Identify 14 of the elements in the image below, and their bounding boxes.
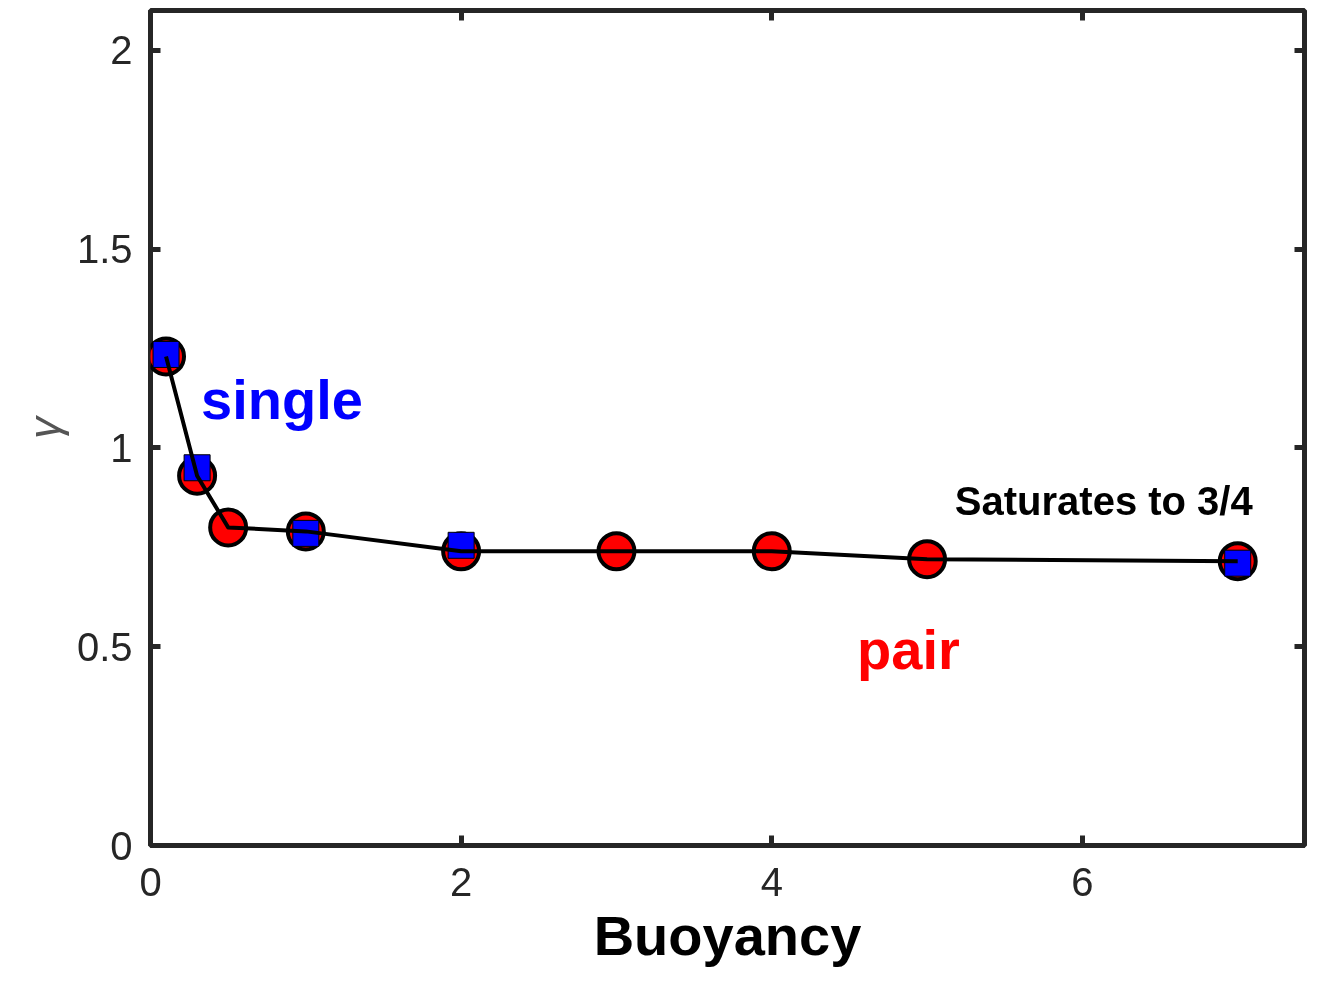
y-tick-label: 0.5: [76, 624, 133, 669]
series-label: single: [201, 367, 363, 431]
y-axis-title: γ: [19, 414, 69, 439]
y-tick-label: 0: [110, 823, 133, 868]
x-tick-label: 0: [139, 859, 162, 904]
y-tick-label: 1: [110, 425, 133, 470]
x-tick-label: 4: [760, 859, 783, 904]
x-tick-label: 2: [450, 859, 473, 904]
y-tick-label: 1.5: [76, 227, 133, 272]
x-axis-title: Buoyancy: [593, 903, 862, 967]
x-tick-label: 6: [1071, 859, 1094, 904]
annotation: Saturates to 3/4: [954, 479, 1254, 524]
series-label: pair: [857, 617, 960, 681]
y-tick-label: 2: [110, 28, 133, 73]
